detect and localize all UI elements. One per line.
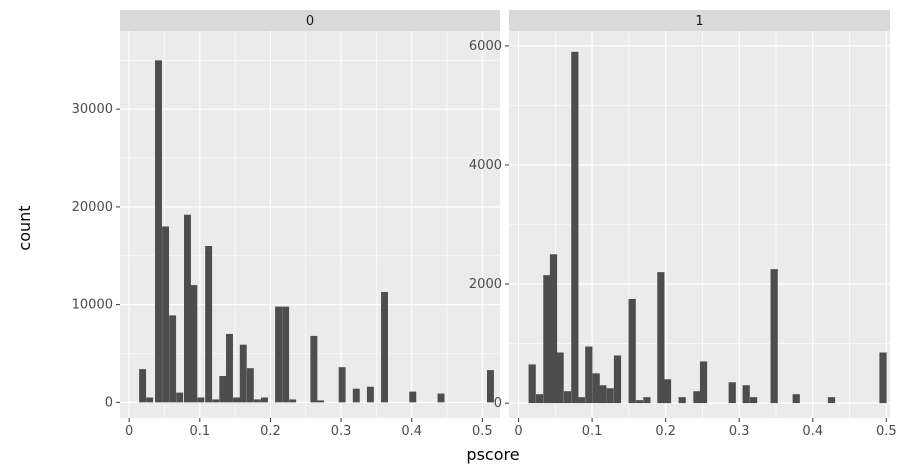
y-tick-label: 0 bbox=[494, 396, 502, 411]
histogram-bar bbox=[613, 355, 622, 404]
histogram-bar bbox=[487, 370, 494, 403]
histogram-bar bbox=[317, 400, 325, 403]
histogram-bar bbox=[260, 397, 268, 403]
histogram-bar bbox=[381, 291, 388, 403]
histogram-bar bbox=[792, 394, 800, 404]
histogram-bar bbox=[146, 397, 154, 403]
facet-strip-label: 0 bbox=[306, 14, 314, 29]
histogram-bar bbox=[556, 352, 564, 404]
histogram-bar bbox=[310, 335, 318, 403]
histogram-bar bbox=[212, 399, 220, 403]
histogram-bar bbox=[599, 385, 607, 404]
histogram-bar bbox=[155, 60, 162, 403]
histogram-bar bbox=[409, 391, 417, 403]
histogram-bar bbox=[606, 388, 614, 404]
histogram-bar bbox=[585, 346, 593, 404]
x-tick-label: 0.3 bbox=[331, 424, 352, 439]
histogram-bar bbox=[528, 364, 536, 404]
histogram-bar bbox=[643, 397, 651, 404]
y-axis-title: count bbox=[15, 205, 34, 250]
histogram-bar bbox=[742, 385, 750, 404]
y-tick-label: 30000 bbox=[72, 102, 113, 117]
histogram-bar bbox=[770, 269, 778, 404]
y-tick-label: 20000 bbox=[72, 200, 113, 215]
histogram-bar bbox=[543, 275, 551, 404]
histogram-bar bbox=[139, 369, 147, 403]
x-tick-label: 0.5 bbox=[472, 424, 493, 439]
facet-strip bbox=[509, 10, 890, 31]
x-tick-label: 0 bbox=[125, 424, 133, 439]
histogram-bar bbox=[183, 214, 191, 403]
y-tick-label: 0 bbox=[105, 395, 113, 410]
histogram-bar bbox=[535, 394, 544, 404]
histogram-bar bbox=[577, 397, 586, 404]
y-tick-label: 10000 bbox=[72, 298, 113, 313]
histogram-bar bbox=[253, 399, 261, 403]
x-tick-label: 0.4 bbox=[401, 424, 422, 439]
histogram-bar bbox=[366, 386, 374, 403]
histogram-bar bbox=[338, 367, 346, 403]
facet-strip bbox=[120, 10, 500, 31]
y-tick-label: 4000 bbox=[469, 158, 502, 173]
histogram-bar bbox=[246, 368, 254, 403]
y-tick-label: 2000 bbox=[469, 277, 502, 292]
histogram-bar bbox=[749, 397, 758, 404]
histogram-bar bbox=[549, 254, 558, 404]
histogram-bar bbox=[176, 392, 184, 403]
histogram-bar bbox=[728, 382, 736, 404]
x-tick-label: 0.3 bbox=[729, 424, 750, 439]
x-tick-label: 0.2 bbox=[260, 424, 281, 439]
histogram-bar bbox=[219, 375, 227, 403]
histogram-bar bbox=[239, 344, 247, 403]
histogram-bar bbox=[226, 333, 233, 403]
histogram-bar bbox=[699, 361, 708, 404]
histogram-bar bbox=[162, 226, 170, 403]
histogram-bar bbox=[352, 388, 360, 403]
histogram-bar bbox=[635, 400, 644, 404]
histogram-bar bbox=[275, 306, 283, 403]
x-tick-label: 0 bbox=[514, 424, 522, 439]
histogram-bar bbox=[169, 315, 177, 403]
histogram-bar bbox=[437, 393, 445, 403]
x-tick-label: 0.2 bbox=[655, 424, 676, 439]
panel-background bbox=[120, 31, 500, 418]
histogram-bar bbox=[592, 373, 600, 404]
facet-strip-label: 1 bbox=[695, 14, 703, 29]
histogram-bar bbox=[233, 397, 241, 403]
histogram-bar bbox=[571, 51, 579, 404]
x-tick-label: 0.1 bbox=[189, 424, 210, 439]
histogram-bar bbox=[563, 391, 572, 404]
histogram-bar bbox=[678, 397, 686, 404]
x-tick-label: 0.4 bbox=[802, 424, 823, 439]
histogram-bar bbox=[205, 246, 213, 403]
histogram-bar bbox=[879, 352, 887, 404]
histogram-bar bbox=[657, 272, 665, 404]
histogram-bar bbox=[663, 379, 672, 404]
histogram-bar bbox=[282, 306, 290, 403]
x-tick-label: 0.1 bbox=[582, 424, 603, 439]
y-tick-label: 6000 bbox=[469, 39, 502, 54]
histogram-bar bbox=[197, 397, 205, 403]
histogram-bar bbox=[827, 397, 836, 404]
histogram-bar bbox=[628, 298, 636, 404]
histogram-bar bbox=[190, 285, 198, 403]
histogram-bar bbox=[289, 399, 297, 403]
histogram-bar bbox=[693, 391, 701, 404]
x-tick-label: 0.5 bbox=[876, 424, 897, 439]
x-axis-title: pscore bbox=[466, 445, 519, 464]
